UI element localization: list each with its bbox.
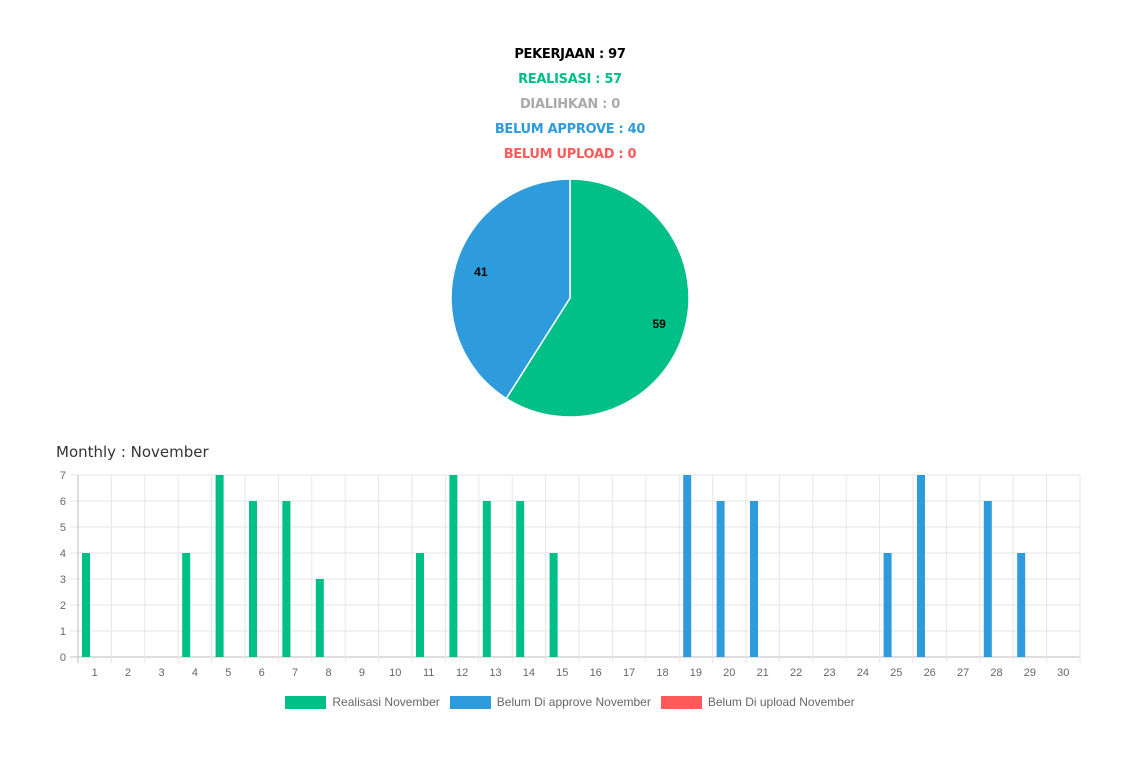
x-tick-label: 15 (556, 667, 568, 679)
x-tick-label: 25 (890, 667, 902, 679)
x-tick-label: 4 (192, 667, 198, 679)
bar-0-4[interactable] (182, 553, 191, 657)
legend-item-1[interactable]: Belum Di approve November (449, 695, 651, 709)
x-tick-label: 28 (990, 667, 1002, 679)
x-tick-label: 17 (623, 667, 635, 679)
bar-legend: Realisasi November Belum Di approve Novem… (0, 695, 1140, 709)
pie-chart: 59 41 (450, 178, 690, 418)
x-tick-label: 11 (423, 667, 434, 679)
legend-label: Belum Di upload November (707, 695, 855, 709)
y-tick-label: 7 (60, 470, 66, 482)
dialihkan-count: DIALIHKAN : 0 (519, 97, 621, 112)
legend-swatch (285, 695, 327, 709)
x-tick-label: 27 (957, 667, 969, 679)
x-tick-label: 9 (359, 667, 365, 679)
legend-swatch (660, 695, 702, 709)
x-tick-label: 5 (225, 667, 231, 679)
bar-0-7[interactable] (282, 501, 291, 657)
realisasi-count: REALISASI : 57 (518, 72, 622, 87)
belum-approve-count: BELUM APPROVE : 40 (494, 122, 646, 137)
x-tick-label: 18 (656, 667, 668, 679)
x-tick-label: 19 (690, 667, 702, 679)
x-tick-label: 13 (489, 667, 501, 679)
summary-block: PEKERJAAN : 97 REALISASI : 57 DIALIHKAN … (0, 42, 1140, 167)
x-tick-label: 24 (857, 667, 869, 679)
belum-upload-count: BELUM UPLOAD : 0 (503, 147, 637, 162)
bar-1-20[interactable] (716, 501, 725, 657)
bar-0-8[interactable] (315, 579, 324, 657)
bar-1-25[interactable] (883, 553, 892, 657)
x-tick-label: 21 (757, 667, 769, 679)
x-tick-label: 3 (158, 667, 164, 679)
x-tick-label: 8 (325, 667, 331, 679)
bar-0-5[interactable] (215, 475, 224, 657)
y-tick-label: 2 (60, 600, 66, 612)
x-tick-label: 14 (523, 667, 535, 679)
bar-0-13[interactable] (482, 501, 491, 657)
x-tick-label: 10 (389, 667, 401, 679)
x-tick-label: 1 (92, 667, 98, 679)
x-tick-label: 26 (924, 667, 936, 679)
bar-1-28[interactable] (983, 501, 992, 657)
bar-0-12[interactable] (449, 475, 458, 657)
pie-slice-0[interactable] (505, 178, 690, 418)
legend-item-0[interactable]: Realisasi November (285, 695, 440, 709)
x-tick-label: 20 (723, 667, 735, 679)
bar-1-19[interactable] (683, 475, 692, 657)
bar-1-26[interactable] (917, 475, 925, 657)
bar-0-1[interactable] (82, 553, 90, 657)
bar-0-6[interactable] (249, 501, 257, 657)
x-tick-label: 12 (456, 667, 468, 679)
monthly-title: Monthly : November (56, 443, 209, 461)
bar-0-15[interactable] (549, 553, 558, 657)
bar-1-21[interactable] (750, 501, 758, 657)
y-tick-label: 5 (60, 522, 66, 534)
bar-1-29[interactable] (1017, 553, 1026, 657)
pie-slice-1[interactable] (450, 178, 571, 400)
pekerjaan-count: PEKERJAAN : 97 (514, 47, 626, 62)
y-tick-label: 6 (60, 496, 66, 508)
legend-item-2[interactable]: Belum Di upload November (660, 695, 855, 709)
x-tick-label: 23 (823, 667, 835, 679)
x-tick-label: 7 (292, 667, 298, 679)
y-tick-label: 1 (60, 626, 66, 638)
bar-0-11[interactable] (416, 553, 424, 657)
y-tick-label: 0 (60, 652, 66, 664)
pie-slice-label-0: 59 (652, 317, 666, 331)
bar-0-14[interactable] (516, 501, 525, 657)
x-tick-label: 16 (590, 667, 602, 679)
y-tick-label: 3 (60, 574, 66, 586)
legend-label: Belum Di approve November (496, 695, 651, 709)
pie-slice-label-1: 41 (474, 265, 488, 279)
legend-swatch (449, 695, 491, 709)
x-tick-label: 22 (790, 667, 802, 679)
y-tick-label: 4 (60, 548, 66, 560)
x-tick-label: 30 (1057, 667, 1069, 679)
x-tick-label: 29 (1024, 667, 1036, 679)
legend-label: Realisasi November (332, 695, 440, 709)
x-tick-label: 6 (259, 667, 265, 679)
x-tick-label: 2 (125, 667, 131, 679)
